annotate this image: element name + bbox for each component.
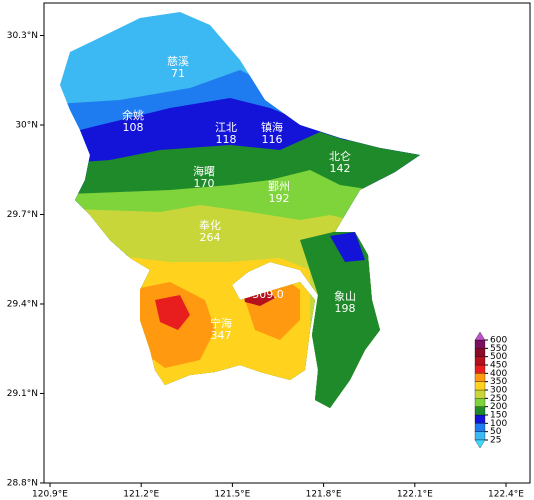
lat-tick-label: 29.4°N: [7, 299, 38, 309]
colorbar-label: 400: [490, 369, 507, 379]
district-value: 142: [330, 162, 351, 175]
colorbar-segment: [474, 339, 486, 349]
colorbar-label: 350: [490, 377, 507, 387]
colorbar-segment: [474, 423, 486, 432]
rain-field: [60, 12, 420, 408]
colorbar-label: 250: [490, 394, 507, 404]
colorbar-segment: [474, 356, 486, 366]
district-name: 北仑: [329, 149, 351, 163]
district-name: 鄞州: [268, 180, 290, 193]
lon-tick-label: 121.2°E: [123, 490, 159, 500]
colorbar-label: 600: [490, 336, 507, 346]
colorbar-label: 300: [490, 386, 507, 396]
colorbar-segment: [474, 373, 486, 382]
colorbar-label: 550: [490, 344, 507, 354]
colorbar-segment: [474, 406, 486, 416]
colorbar-segment: [474, 381, 486, 391]
district-value: 192: [269, 192, 290, 205]
colorbar-label: 450: [490, 361, 507, 371]
lat-tick-label: 29.7°N: [7, 210, 38, 220]
colorbar-segment: [474, 414, 486, 424]
colorbar-label: 500: [490, 352, 507, 362]
colorbar-segment: [474, 348, 486, 357]
lon-tick-label: 121.8°E: [306, 490, 342, 500]
colorbar-label: 100: [490, 419, 507, 429]
district-name: 余姚: [122, 108, 144, 122]
colorbar-over: [474, 331, 486, 341]
lat-tick-label: 29.1°N: [7, 389, 38, 399]
district-name: 象山: [334, 290, 356, 303]
district-value: 71: [171, 67, 185, 80]
lon-tick-label: 121.5°E: [214, 490, 250, 500]
district-value: 108: [123, 121, 144, 134]
district-value: 198: [335, 302, 356, 315]
lon-tick-label: 122.4°E: [488, 490, 524, 500]
district-name: 宁海: [210, 316, 232, 330]
district-name: 镇海: [261, 120, 283, 134]
lat-tick-label: 30°N: [15, 121, 38, 131]
district-name: 海曙: [193, 164, 215, 178]
district-value: 170: [194, 177, 215, 190]
district-name: 奉化: [199, 218, 221, 232]
colorbar-label: 25: [490, 436, 501, 446]
colorbar-label: 50: [490, 427, 502, 437]
colorbar-label: 150: [490, 411, 507, 421]
district-value: 264: [200, 231, 221, 244]
colorbar-segment: [474, 431, 486, 441]
colorbar-segment: [474, 398, 486, 407]
lon-tick-label: 120.9°E: [32, 490, 68, 500]
district-value: 118: [216, 133, 237, 146]
lat-tick-label: 28.8°N: [7, 478, 38, 488]
max-rain-label: 509.0: [252, 288, 284, 301]
colorbar-segment: [474, 389, 486, 399]
lon-tick-label: 122.1°E: [397, 490, 433, 500]
lat-tick-label: 30.3°N: [7, 31, 38, 41]
colorbar-segment: [474, 364, 486, 374]
colorbar-under: [474, 439, 486, 449]
district-name: 慈溪: [167, 54, 189, 68]
district-value: 116: [262, 133, 283, 146]
map-frame: [43, 2, 531, 484]
district-value: 347: [211, 329, 232, 342]
colorbar-label: 200: [490, 402, 507, 412]
district-name: 江北: [215, 121, 237, 134]
